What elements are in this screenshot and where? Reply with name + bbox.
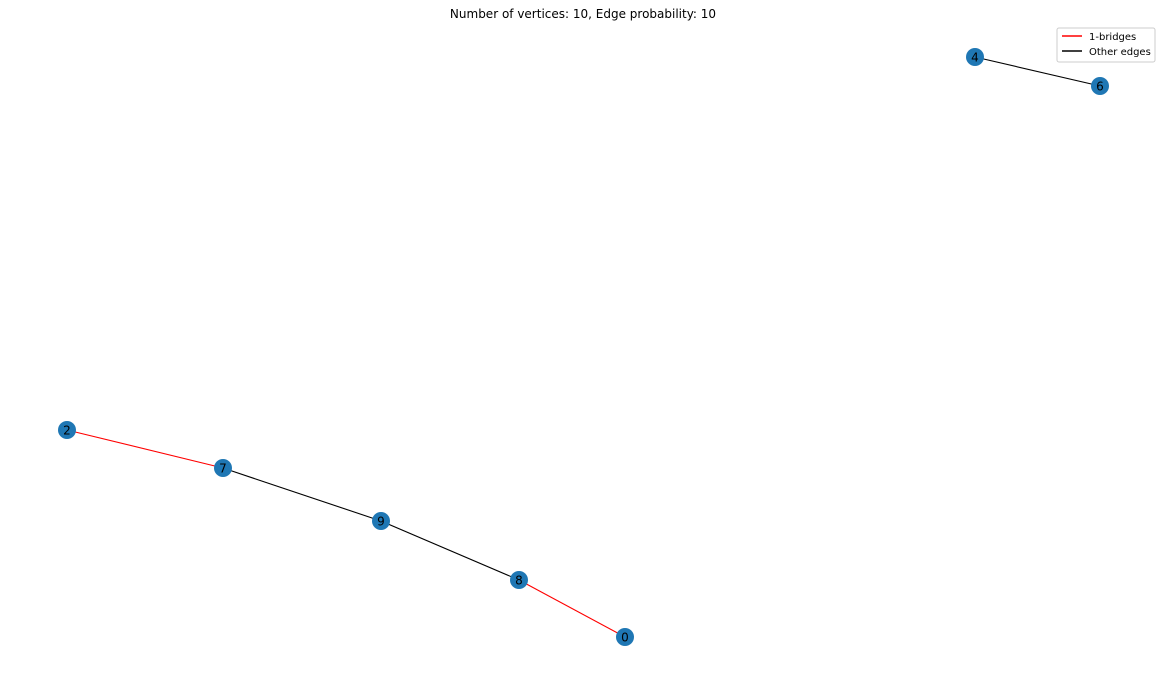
figure-title: Number of vertices: 10, Edge probability…: [450, 7, 716, 21]
edge-9-8: [380, 520, 520, 581]
edge-8-0: [518, 579, 626, 638]
node-circle-6: [1091, 77, 1109, 95]
node-circle-9: [372, 512, 390, 530]
node-label-8: 8: [515, 574, 523, 588]
node-6: 6: [1091, 77, 1109, 95]
legend-label-bridges: 1-bridges: [1089, 32, 1136, 43]
edge-4-6: [974, 56, 1101, 87]
node-9: 9: [372, 512, 390, 530]
legend: 1-bridges Other edges: [1056, 27, 1156, 63]
node-label-0: 0: [621, 631, 629, 645]
legend-label-other: Other edges: [1089, 47, 1151, 58]
node-4: 4: [966, 48, 984, 66]
node-circle-4: [966, 48, 984, 66]
node-label-6: 6: [1096, 80, 1104, 94]
node-0: 0: [616, 628, 634, 646]
node-circle-0: [616, 628, 634, 646]
node-label-2: 2: [63, 424, 71, 438]
node-circle-7: [214, 459, 232, 477]
node-2: 2: [58, 421, 76, 439]
node-8: 8: [510, 571, 528, 589]
node-label-7: 7: [219, 462, 227, 476]
edge-2-7: [66, 429, 224, 469]
node-label-9: 9: [377, 515, 385, 529]
node-7: 7: [214, 459, 232, 477]
edge-7-9: [222, 467, 382, 522]
node-label-4: 4: [971, 51, 979, 65]
edges-layer: [66, 56, 1101, 638]
nodes-layer: 2 7 9 8 0 4 6: [58, 48, 1109, 646]
node-circle-8: [510, 571, 528, 589]
node-circle-2: [58, 421, 76, 439]
